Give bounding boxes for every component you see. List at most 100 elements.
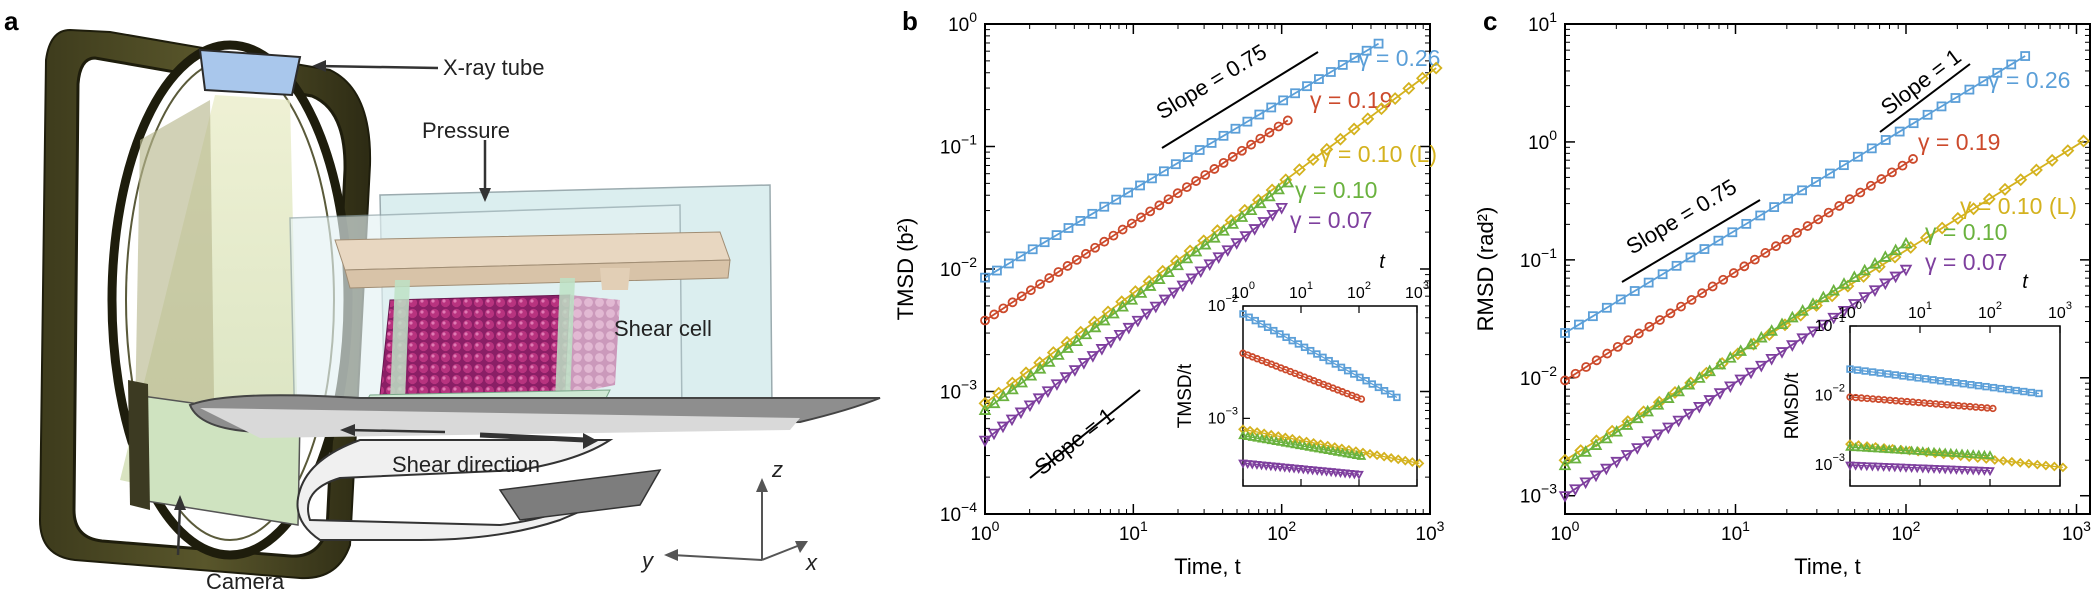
panel-c-data-point: [1936, 101, 1947, 112]
panel-b-data-point: [1180, 251, 1194, 264]
panel-b-inset-y-tick-label: 10−2: [1208, 293, 1238, 315]
panel-c-inset-data-point: [2035, 389, 2043, 398]
panel-b-inset-data-point: [1303, 465, 1313, 475]
panel-b-data-point: [1025, 285, 1036, 296]
panel-b-y-tick-label: 10−1: [940, 132, 977, 159]
panel-c-inset-data-point: [1929, 464, 1939, 474]
panel-c-data-point: [1823, 207, 1834, 218]
panel-c-data-point: [1868, 285, 1882, 297]
panel-b-data-point: [1217, 224, 1230, 236]
panel-c-inset-y-tick-label: 10−1: [1815, 313, 1845, 335]
panel-b-data-point: [1051, 230, 1062, 240]
panel-c-data-point: [1676, 301, 1686, 312]
panel-c-inset-data-point: [1962, 448, 1973, 458]
panel-b-x-tick-label: 101: [1119, 518, 1148, 545]
panel-b-inset-data-point: [1265, 462, 1276, 472]
panel-b-legend-label-3: γ = 0.10: [1295, 177, 1377, 203]
panel-c-data-point: [1775, 317, 1789, 330]
panel-b-data-point: [1208, 230, 1221, 243]
panel-b-inset-data-point: [1354, 470, 1364, 480]
panel-c-inset-data-point: [2020, 387, 2028, 396]
panel-b-data-point: [1163, 194, 1174, 205]
panel-b-data-point: [1117, 224, 1128, 235]
panel-c-data-point: [1569, 451, 1582, 464]
panel-b-inset-x-axis-label: t: [1379, 251, 1386, 273]
panel-b-data-point: [1081, 248, 1091, 259]
panel-c-inset-data-point: [1861, 442, 1872, 452]
panel-c-data-point: [1786, 340, 1799, 352]
panel-c-inset-data-point: [1921, 375, 1930, 383]
panel-b-data-point: [1143, 279, 1157, 291]
panel-c-data-point: [1707, 281, 1718, 292]
panel-b-data-point: [1171, 258, 1185, 271]
panel-c-data-point: [1651, 429, 1665, 442]
panel-b-inset-data-point: [1393, 393, 1401, 402]
panel-c-inset-data-point: [1944, 378, 1952, 386]
panel-c-inset-data-point: [1985, 450, 1995, 460]
panel-b-data-point: [997, 389, 1010, 402]
panel-c-inset-data-point: [1945, 465, 1956, 475]
panel-b-inset-data-point: [1242, 460, 1253, 470]
panel-b-data-point: [1248, 224, 1262, 236]
panel-c-data-point: [1755, 210, 1766, 221]
panel-c-x-axis-label: Time, t: [1794, 554, 1860, 579]
panel-c-data-point: [1998, 182, 2012, 196]
panel-b-inset-y-tick-label: 10−3: [1208, 405, 1238, 427]
label-pressure: Pressure: [422, 118, 510, 143]
panel-b-data-point: [1162, 265, 1175, 278]
panel-b-data-point: [1035, 279, 1045, 290]
panel-c-data-point: [1610, 456, 1623, 469]
panel-b-data-point: [1361, 45, 1372, 56]
panel-c-inset-y-axis-label: RMSD/t: [1782, 372, 1803, 439]
panel-b-inset-data-point: [1357, 395, 1366, 403]
panel-c-data-point: [1964, 84, 1975, 95]
panel-b-data-point: [1088, 320, 1102, 333]
panel-c-inset-data-point: [1923, 446, 1934, 456]
panel-c-data-point: [1620, 450, 1634, 462]
panel-b-data-point: [1189, 244, 1203, 257]
panel-c-data-point: [1817, 290, 1830, 303]
panel-b-inset-data-point: [1242, 431, 1253, 441]
panel-c-data-point: [1728, 268, 1739, 278]
panel-c-data-point: [1865, 180, 1876, 191]
panel-c-inset-data-point: [1968, 466, 1979, 476]
panel-b-inset-data-point: [1351, 450, 1362, 459]
panel-b-data-point: [1052, 348, 1065, 360]
panel-b-slope-label-0: Slope = 0.75: [1152, 39, 1271, 124]
panel-c-inset-data-point: [1856, 462, 1867, 472]
panel-c-inset-data-point: [1968, 449, 1979, 459]
panel-b-legend-label-1: γ = 0.19: [1310, 87, 1392, 113]
panel-c-data-point: [1697, 288, 1708, 299]
panel-c-data-point: [1765, 354, 1778, 366]
panel-c-data-point: [1591, 355, 1602, 366]
panel-b-data-point: [978, 403, 992, 415]
panel-b-data-point: [1015, 251, 1026, 262]
panel-b-data-point: [1361, 112, 1375, 126]
panel-c-inset-data-point: [1845, 461, 1855, 471]
panel-b-inset-data-point: [1372, 450, 1382, 461]
panel-c-inset-data-point: [1895, 463, 1906, 473]
panel-c-inset-series-line-0: [1849, 368, 2040, 395]
panel-c-label: c: [1483, 6, 1497, 36]
panel-c-data-point: [1837, 277, 1851, 289]
panel-c-y-tick-label: 101: [1528, 9, 1557, 36]
panel-b-inset-data-point: [1247, 460, 1258, 470]
panel-b-data-point: [1235, 210, 1249, 222]
panel-c-inset-data-point: [1861, 367, 1869, 375]
panel-b-data-point: [1060, 335, 1074, 349]
panel-b-slope-label-1: Slope = 1: [1030, 403, 1119, 480]
panel-b-data-point: [1006, 382, 1019, 395]
panel-b-data-point: [978, 396, 992, 410]
panel-b-data-point: [1075, 216, 1086, 226]
panel-b-data-point: [1167, 287, 1181, 300]
panel-c-data-point: [1781, 234, 1792, 245]
panel-b-legend-label-0: γ = 0.26: [1358, 45, 1440, 71]
panel-b-inset-data-point: [1342, 448, 1353, 458]
panel-b-data-point: [1024, 368, 1038, 381]
panel-b-data-point: [1273, 121, 1284, 132]
panel-c-slope-label-1: Slope = 1: [1876, 44, 1966, 120]
label-shear-cell: Shear cell: [614, 316, 712, 341]
panel-c-inset-data-point: [1878, 443, 1889, 453]
panel-b-data-point: [1253, 196, 1267, 209]
